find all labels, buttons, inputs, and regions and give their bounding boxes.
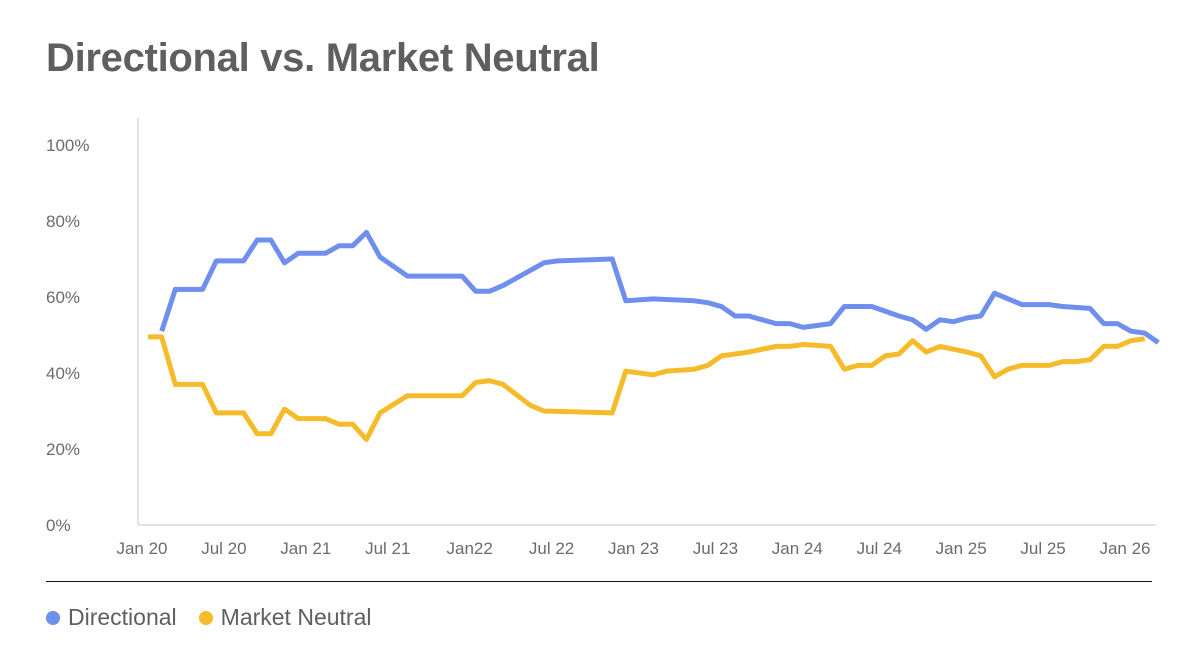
x-axis-tick-labels: Jan 20 Jul 20 Jan 21 Jul 21 Jan22 Jul 22 Jan 2…: [116, 539, 1150, 558]
x-tick-label: Jul 20: [201, 539, 246, 558]
legend-item-market-neutral[interactable]: Market Neutral: [198, 604, 372, 631]
x-tick-label: Jan 23: [608, 539, 659, 558]
series-lines: [148, 229, 1160, 442]
x-tick-label: Jul 23: [693, 539, 738, 558]
x-tick-label: Jul 24: [857, 539, 902, 558]
x-tick-label: Jan22: [447, 539, 493, 558]
legend-item-directional[interactable]: Directional: [46, 604, 177, 631]
x-tick-label: Jul 21: [365, 539, 410, 558]
legend-label-market-neutral: Market Neutral: [220, 604, 372, 630]
legend-divider: [46, 581, 1152, 582]
y-tick-label: 40%: [46, 364, 80, 383]
legend-label-directional: Directional: [68, 604, 177, 630]
x-tick-label: Jul 25: [1020, 539, 1065, 558]
series-line-market-neutral: [148, 334, 1146, 442]
y-tick-label: 60%: [46, 288, 80, 307]
legend: Directional Market Neutral: [46, 604, 393, 631]
y-tick-label: 0%: [46, 516, 71, 535]
y-tick-label: 20%: [46, 440, 80, 459]
chart-title: Directional vs. Market Neutral: [46, 36, 600, 80]
y-tick-label: 100%: [46, 136, 89, 155]
directional-dot-icon: [46, 610, 60, 625]
x-tick-label: Jan 20: [116, 539, 167, 558]
x-tick-label: Jan 25: [936, 539, 987, 558]
y-tick-label: 80%: [46, 212, 80, 231]
chart-axes: [137, 118, 1156, 526]
y-axis-tick-labels: 0% 20% 40% 60% 80% 100%: [46, 136, 89, 535]
x-tick-label: Jan 21: [280, 539, 331, 558]
x-tick-label: Jul 22: [529, 539, 574, 558]
x-tick-label: Jan 26: [1099, 539, 1150, 558]
series-line-directional: [159, 229, 1160, 345]
x-tick-label: Jan 24: [772, 539, 823, 558]
market-neutral-dot-icon: [198, 610, 213, 625]
